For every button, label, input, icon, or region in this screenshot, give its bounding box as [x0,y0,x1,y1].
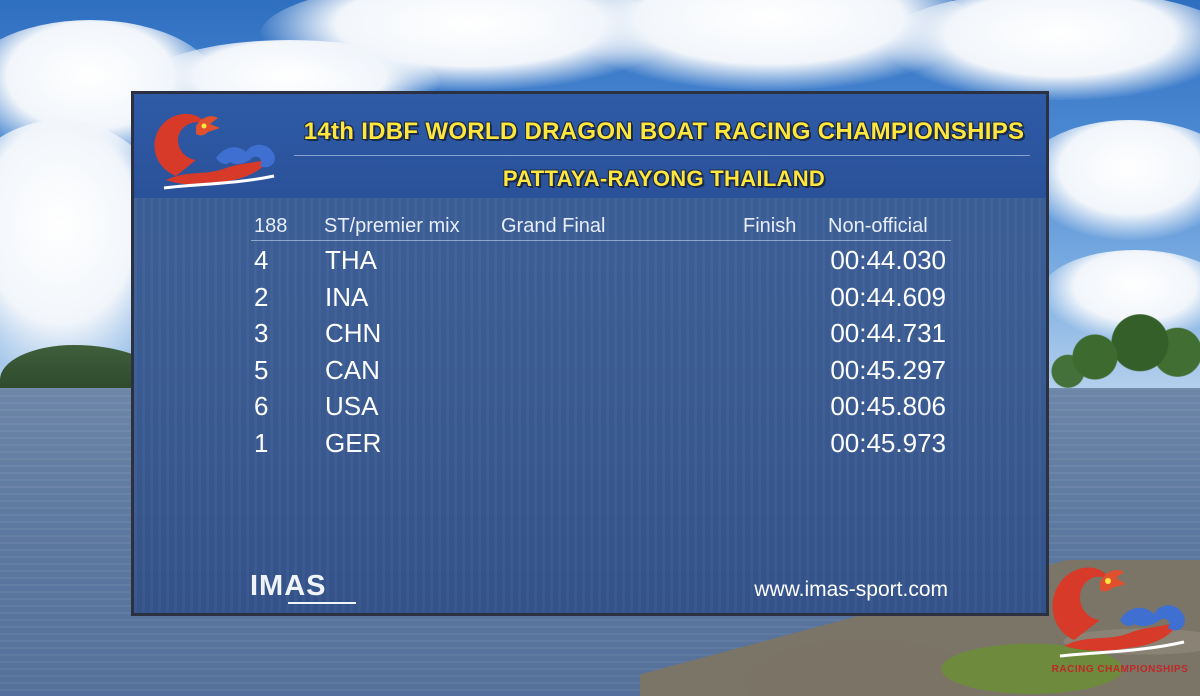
cloud [880,0,1200,100]
lane-number: 6 [254,391,269,421]
finish-time: 00:45.973 [830,428,946,458]
dragon-logo-icon [1052,567,1185,658]
team-code: INA [325,282,369,312]
results-board: 14th IDBF WORLD DRAGON BOAT RACING CHAMP… [131,91,1049,616]
team-code: USA [325,391,379,421]
title-divider [294,155,1030,156]
website-url: www.imas-sport.com [754,578,948,601]
result-row: 1 GER 00:45.973 [134,425,1046,461]
result-row: 2 INA 00:44.609 [134,279,1046,315]
corner-logo-text: RACING CHAMPIONSHIPS [1051,664,1189,675]
lane-number: 4 [254,245,269,275]
result-row: 3 CHN 00:44.731 [134,315,1046,351]
official-state: Non-official [828,215,928,237]
race-stage: Grand Final [501,215,606,237]
board-header: 14th IDBF WORLD DRAGON BOAT RACING CHAMP… [134,94,1046,198]
race-number: 188 [254,215,288,237]
race-category: ST/premier mix [324,215,460,237]
event-location: PATTAYA-RAYONG THAILAND [502,166,826,191]
team-code: THA [325,245,377,275]
imas-underline [288,602,356,604]
team-code: CHN [325,318,382,348]
team-code: CAN [325,355,380,385]
result-row: 5 CAN 00:45.297 [134,352,1046,388]
race-status: Finish [743,215,797,237]
finish-time: 00:44.030 [830,245,946,275]
result-row: 4 THA 00:44.030 [134,242,1046,278]
imas-brand: IMAS [250,570,327,602]
dragon-logo-icon [154,113,275,190]
finish-time: 00:45.297 [830,355,946,385]
result-row: 6 USA 00:45.806 [134,388,1046,424]
trees [1050,300,1200,395]
lane-number: 1 [254,428,269,458]
championship-title: 14th IDBF WORLD DRAGON BOAT RACING CHAMP… [303,118,1025,145]
finish-time: 00:44.731 [830,318,946,348]
team-code: GER [325,428,382,458]
finish-time: 00:44.609 [830,282,946,312]
lane-number: 3 [254,318,269,348]
header-divider [251,240,951,241]
lane-number: 5 [254,355,269,385]
lane-number: 2 [254,282,269,312]
cloud [1020,120,1200,240]
finish-time: 00:45.806 [830,391,946,421]
